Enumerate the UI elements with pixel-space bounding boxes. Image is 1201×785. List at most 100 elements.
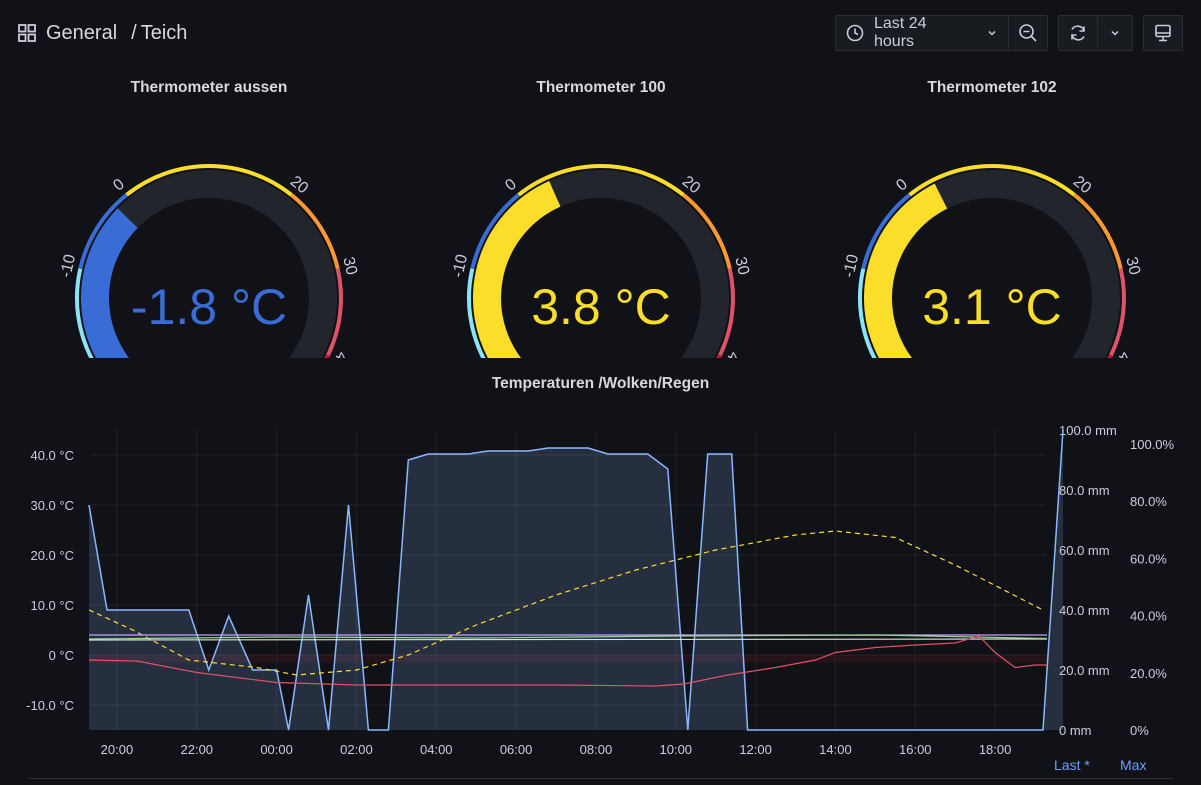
breadcrumb: General / Teich (18, 18, 187, 48)
breadcrumb-folder[interactable]: General (46, 21, 118, 44)
gauge-graphic: -25-10020304045 (57, 164, 360, 358)
chevron-down-icon (1109, 27, 1121, 39)
gauge-tick-label: 0 (110, 176, 128, 195)
y-right-tick-label: 100.0% (1130, 437, 1175, 452)
gauge-threshold-band (718, 268, 735, 357)
refresh-button[interactable] (1058, 15, 1098, 51)
gauge-title-aussen[interactable]: Thermometer aussen (130, 79, 288, 96)
dashboards-grid-icon[interactable] (18, 24, 36, 42)
x-tick-label: 12:00 (739, 742, 772, 755)
gauge-tick-label: 30 (731, 255, 752, 276)
legend-last-header[interactable]: Last * (1054, 757, 1090, 773)
gauge-threshold-band (324, 354, 330, 358)
x-tick-label: 02:00 (340, 742, 373, 755)
gauge-threshold-band (858, 268, 877, 358)
y-mid-tick-label: 80.0 mm (1059, 483, 1110, 498)
gauge-thermometer-aussen: -25-10020304045 -1.8 °C (39, 128, 379, 358)
x-tick-label: 22:00 (181, 742, 214, 755)
legend-divider (28, 778, 1173, 779)
gauge-tick-label: 30 (339, 255, 360, 276)
series-line-3[interactable] (88, 638, 1048, 641)
x-tick-label: 16:00 (899, 742, 932, 755)
chevron-down-icon (986, 27, 998, 39)
y-left-tick-label: 40.0 °C (30, 448, 74, 463)
y-left-tick-label: 10.0 °C (30, 598, 74, 613)
y-left-tick-label: 20.0 °C (30, 548, 74, 563)
gauge-tick-label: 0 (893, 176, 911, 195)
gauge-value-arc (864, 183, 948, 358)
gauge-tick-label: 40 (719, 349, 742, 358)
y-mid-tick-label: 60.0 mm (1059, 543, 1110, 558)
legend-max-header[interactable]: Max (1120, 757, 1147, 773)
y-right-tick-label: 60.0% (1130, 551, 1167, 566)
gauge-tick-label: -10 (449, 253, 471, 279)
gauge-thermometer-102: -25-10020304045 3.1 °C (822, 128, 1162, 358)
x-tick-label: 20:00 (101, 742, 134, 755)
y-right-tick-label: 40.0% (1130, 609, 1167, 624)
gauge-threshold-band (682, 193, 732, 270)
gauge-threshold-band (861, 193, 911, 270)
refresh-icon (1068, 23, 1088, 43)
y-right-tick-label: 0% (1130, 723, 1149, 738)
gauge-threshold-band (517, 164, 685, 197)
x-tick-label: 04:00 (420, 742, 453, 755)
timeseries-panel: 20:00 22:00 00:00 02:00 04:00 06:00 08:00 10:00… (20, 410, 1195, 780)
gauge-threshold-band (1107, 354, 1113, 358)
timeseries-chart[interactable]: 20:00 22:00 00:00 02:00 04:00 06:00 08:00 10:00… (20, 410, 1195, 757)
gauge-tick-label: 30 (1122, 255, 1143, 276)
clock-icon (846, 24, 864, 42)
series-line-0[interactable] (88, 429, 1064, 731)
gauge-value-arc (473, 180, 561, 358)
gauge-value: -1.8 °C (130, 279, 288, 335)
series-line-4[interactable] (88, 634, 1048, 640)
breadcrumb-dashboard[interactable]: Teich (140, 21, 188, 44)
refresh-interval-dropdown[interactable] (1097, 15, 1133, 51)
tv-mode-button[interactable] (1143, 15, 1183, 51)
gauge-threshold-band (125, 164, 293, 197)
y-left-tick-label: 0 °C (49, 648, 74, 663)
gauge-graphic: -25-10020304045 (840, 164, 1143, 358)
y-mid-tick-label: 40.0 mm (1059, 603, 1110, 618)
x-tick-label: 08:00 (580, 742, 613, 755)
dashboard-header: General / Teich Last 24 hours (0, 0, 1201, 66)
gauge-tick-label: -10 (57, 253, 79, 279)
gauge-graphic: -25-10020304045 (449, 164, 752, 358)
y-left-tick-label: 30.0 °C (30, 498, 74, 513)
gauge-tick-label: 40 (1110, 349, 1133, 358)
gauge-threshold-band (75, 268, 94, 358)
gauge-tick-label: -10 (840, 253, 862, 279)
time-range-picker[interactable]: Last 24 hours (835, 15, 1009, 51)
gauge-threshold-band (467, 268, 486, 358)
y-left-tick-label: -10.0 °C (26, 698, 74, 713)
series-area-fill (89, 430, 1063, 730)
gauge-value-arc (81, 208, 138, 358)
gauge-value: 3.8 °C (531, 279, 671, 335)
breadcrumb-separator: / (131, 21, 137, 44)
y-mid-tick-label: 20.0 mm (1059, 663, 1110, 678)
x-tick-label: 18:00 (979, 742, 1012, 755)
gauge-threshold-band (716, 354, 722, 358)
y-right-tick-label: 20.0% (1130, 666, 1167, 681)
gauge-threshold-band (1073, 193, 1123, 270)
zoom-out-button[interactable] (1008, 15, 1048, 51)
time-range-label: Last 24 hours (874, 15, 927, 50)
gauge-title-102[interactable]: Thermometer 102 (927, 79, 1057, 96)
series-line-1[interactable] (88, 530, 1044, 676)
below-zero-band (89, 655, 1047, 663)
gauge-threshold-band (78, 193, 128, 270)
x-tick-label: 00:00 (260, 742, 293, 755)
y-right-tick-label: 80.0% (1130, 494, 1167, 509)
gauge-tick-label: 40 (327, 349, 350, 358)
x-tick-label: 10:00 (660, 742, 693, 755)
gauge-threshold-band (290, 193, 340, 270)
x-tick-label: 06:00 (500, 742, 533, 755)
x-tick-label: 14:00 (819, 742, 852, 755)
gauge-threshold-band (1109, 268, 1126, 357)
series-line-5[interactable] (88, 635, 1047, 687)
monitor-icon (1153, 23, 1173, 43)
gauge-threshold-band (326, 268, 343, 357)
timeseries-title[interactable]: Temperaturen /Wolken/Regen (491, 375, 710, 392)
zoom-out-icon (1018, 23, 1038, 43)
gauge-threshold-band (908, 164, 1076, 197)
gauge-title-100[interactable]: Thermometer 100 (536, 79, 666, 96)
